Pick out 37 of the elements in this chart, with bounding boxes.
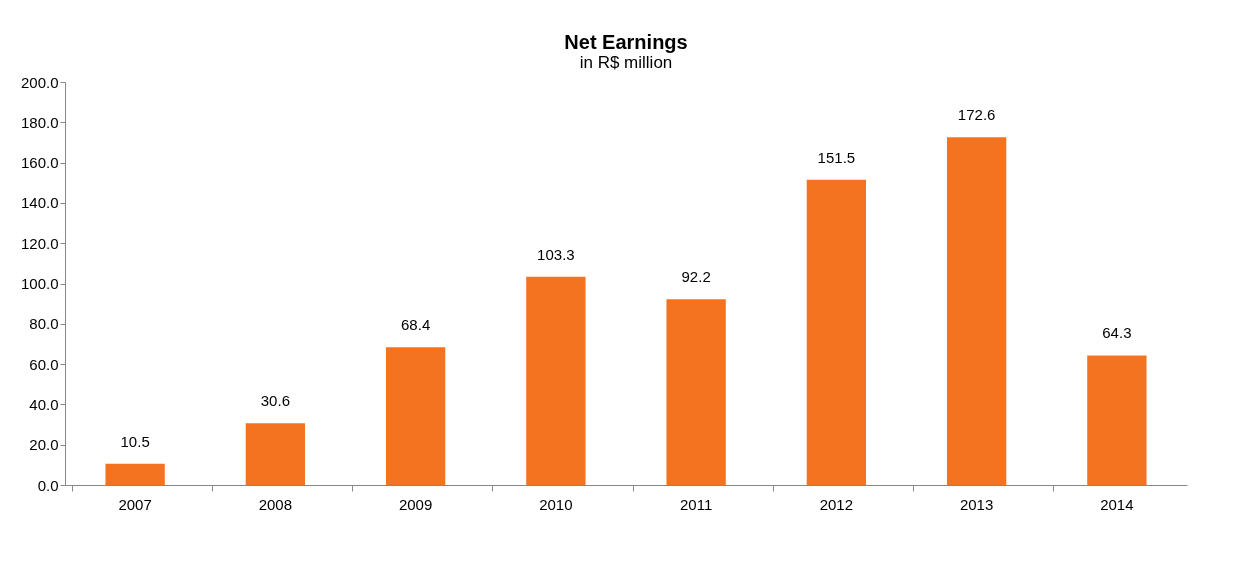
y-tick-label: 60.0 [29,355,59,373]
y-tick-label: 200.0 [20,73,59,91]
y-tick-label: 140.0 [20,194,59,212]
data-label: 172.6 [957,106,996,124]
bar [245,423,306,485]
bar [1087,355,1147,485]
data-label: 103.3 [537,245,575,263]
x-tick-label: 2011 [679,495,713,513]
y-tick-label: 80.0 [29,315,59,333]
data-label: 68.4 [401,316,431,334]
data-label: 92.2 [681,268,711,286]
bar [385,347,446,485]
bar [946,137,1007,485]
x-tick-label: 2008 [258,495,293,513]
y-tick-label: 120.0 [20,234,59,252]
x-tick-label: 2010 [539,495,573,513]
y-tick-label: 40.0 [29,395,59,413]
chart-subtitle: in R$ million [579,53,673,72]
bar [526,276,586,485]
y-tick-label: 0.0 [37,476,59,494]
x-tick-label: 2007 [118,495,152,513]
bar [806,179,867,485]
y-tick-label: 20.0 [29,436,59,454]
data-label: 64.3 [1102,324,1132,342]
data-label: 10.5 [120,432,150,450]
y-tick-label: 160.0 [20,154,59,172]
data-label: 151.5 [817,148,856,166]
bar [666,299,726,485]
bar [105,463,165,485]
data-label: 30.6 [260,392,290,410]
y-tick-label: 180.0 [20,113,59,131]
x-tick-label: 2012 [819,495,854,513]
chart-title: Net Earnings [564,31,688,53]
x-tick-label: 2009 [398,495,433,513]
x-tick-label: 2013 [959,495,994,513]
x-tick-label: 2014 [1100,495,1134,513]
y-tick-label: 100.0 [20,275,59,292]
